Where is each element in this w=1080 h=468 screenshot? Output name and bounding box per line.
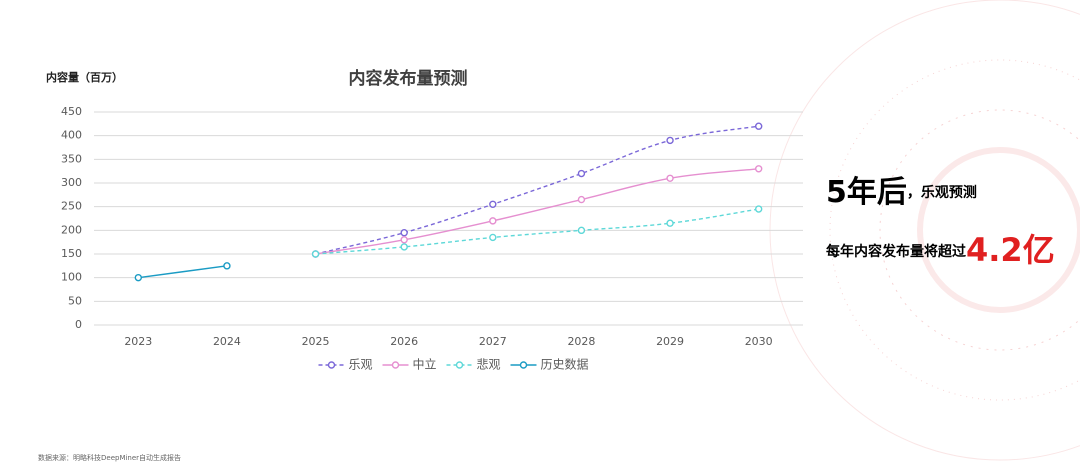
- x-tick-label: 2027: [479, 335, 507, 348]
- data-point: [666, 174, 674, 182]
- chart-title: 内容发布量预测: [349, 68, 468, 89]
- decor-ring: [879, 109, 1080, 351]
- data-point: [754, 165, 763, 173]
- legend-marker: [391, 361, 400, 369]
- data-point: [754, 205, 763, 213]
- data-point: [577, 226, 586, 235]
- legend-marker: [327, 361, 336, 369]
- series-line: [315, 125, 759, 255]
- decor-ring: [917, 147, 1080, 313]
- y-tick-label: 0: [75, 318, 82, 331]
- legend-marker: [519, 361, 528, 369]
- data-point: [666, 219, 674, 227]
- y-tick-label: 350: [61, 152, 82, 165]
- y-tick-label: 400: [61, 129, 82, 142]
- legend-label: 悲观: [477, 357, 501, 372]
- legend-label: 历史数据: [541, 357, 589, 372]
- x-tick-label: 2029: [656, 335, 684, 348]
- x-tick-label: 2023: [124, 335, 152, 348]
- x-tick-label: 2030: [745, 335, 773, 348]
- headline-note: ，乐观预测: [907, 184, 977, 201]
- data-point: [577, 169, 586, 178]
- data-point: [489, 200, 497, 209]
- data-point: [223, 262, 231, 270]
- data-point: [400, 236, 408, 244]
- x-tick-label: 2028: [567, 335, 595, 348]
- series-line: [315, 168, 759, 255]
- headline-text: 5年后: [826, 175, 907, 210]
- data-point: [134, 273, 143, 282]
- data-point: [311, 250, 320, 258]
- x-tick-label: 2024: [213, 335, 241, 348]
- data-point: [577, 195, 586, 204]
- statement-text: 每年内容发布量将超过: [826, 243, 966, 260]
- y-tick-label: 450: [61, 105, 82, 118]
- data-point: [489, 217, 497, 225]
- data-point: [400, 243, 408, 251]
- series-line: [138, 265, 228, 279]
- data-point: [489, 233, 497, 242]
- legend-label: 乐观: [349, 358, 373, 372]
- y-tick-label: 100: [61, 271, 82, 284]
- legend-marker: [455, 361, 464, 369]
- legend-label: 中立: [413, 357, 437, 372]
- data-point: [666, 136, 674, 145]
- y-tick-label: 300: [61, 176, 82, 189]
- background-decoration: [769, 0, 1080, 461]
- y-tick-label: 50: [68, 294, 82, 307]
- data-point: [400, 228, 408, 237]
- source: 数据来源：明略科技DeepMiner自动生成报告: [38, 453, 181, 462]
- y-axis-label: 内容量（百万）: [46, 70, 123, 84]
- x-tick-label: 2026: [390, 335, 418, 348]
- y-tick-label: 200: [61, 223, 82, 236]
- x-tick-label: 2025: [302, 335, 330, 348]
- headline: 5年后，乐观预测: [826, 175, 977, 210]
- decor-ring: [829, 59, 1080, 401]
- highlight: 4.2亿: [966, 231, 1055, 269]
- statement: 每年内容发布量将超过4.2亿: [826, 231, 1055, 269]
- data-point: [754, 122, 763, 130]
- y-tick-label: 250: [61, 200, 82, 213]
- y-tick-label: 150: [61, 247, 82, 260]
- series-line: [315, 208, 759, 255]
- decor-ring: [769, 0, 1080, 461]
